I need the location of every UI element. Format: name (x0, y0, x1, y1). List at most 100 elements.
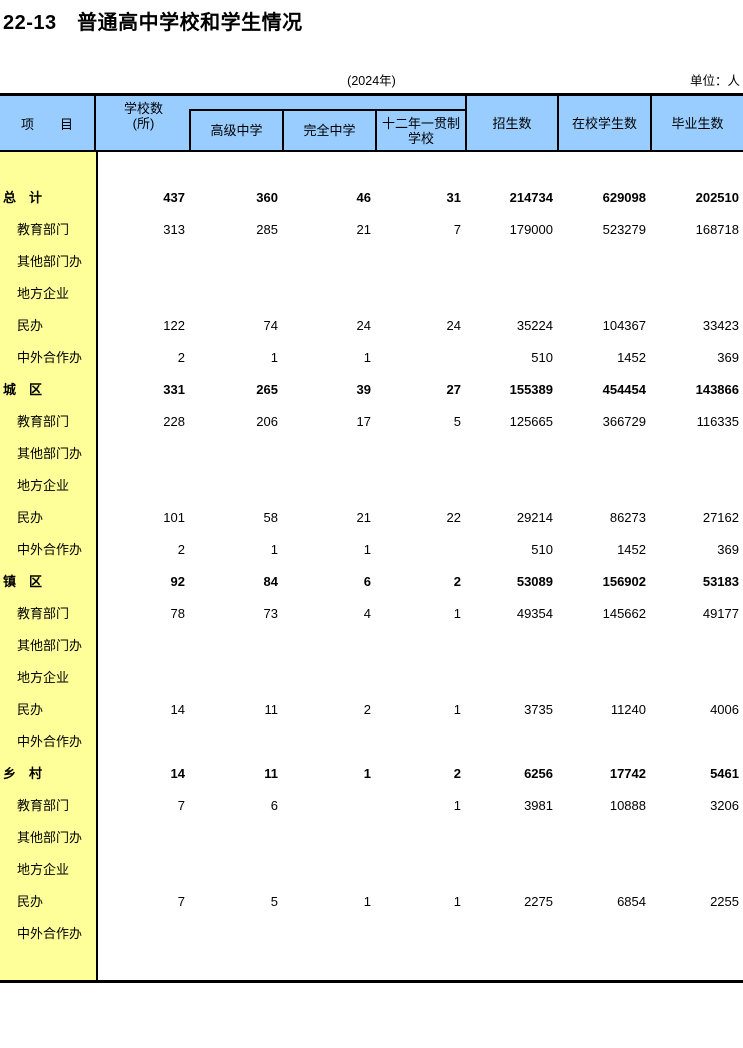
table-cell (282, 278, 375, 310)
table-cell: 35224 (516, 318, 553, 333)
table-cell (375, 438, 465, 470)
table-cell: 437 (163, 190, 185, 205)
table-cell (375, 918, 465, 950)
table-cell: 78 (170, 606, 185, 621)
row-label: 教育部门 (17, 606, 70, 621)
table-cell (465, 662, 557, 694)
table-cell: 168718 (695, 222, 739, 237)
table-cell (189, 630, 282, 662)
table-cell (282, 726, 375, 758)
table-cell (189, 854, 282, 886)
table-cell: 6854 (617, 894, 646, 909)
table-cell: 206 (256, 414, 278, 429)
table-cell (375, 278, 465, 310)
table-cell: 366729 (602, 414, 646, 429)
row-label: 镇 区 (3, 574, 43, 589)
row-label: 中外合作办 (17, 350, 83, 365)
table-cell: 156902 (602, 574, 646, 589)
row-label: 教育部门 (17, 798, 70, 813)
row-label: 其他部门办 (17, 254, 83, 269)
table-cell (557, 726, 650, 758)
row-label: 教育部门 (17, 222, 70, 237)
header-item-column: 项 目 (0, 96, 96, 150)
table-cell (282, 662, 375, 694)
table-row (98, 822, 743, 854)
header-twelve-year-line1: 十二年一贯制 (381, 115, 460, 131)
table-cell (557, 854, 650, 886)
table-row (98, 854, 743, 886)
table-cell: 3735 (524, 702, 553, 717)
table-cell: 331 (163, 382, 185, 397)
table-cell: 1 (270, 350, 278, 365)
table-cell (650, 470, 743, 502)
row-label: 中外合作办 (17, 926, 83, 941)
row-label: 地方企业 (17, 670, 70, 685)
table-cell (465, 438, 557, 470)
table-cell: 145662 (602, 606, 646, 621)
table-cell: 14 (170, 766, 185, 781)
table-cell: 2255 (710, 894, 739, 909)
row-label: 民办 (17, 318, 44, 333)
table-cell: 58 (263, 510, 278, 525)
row-label: 乡 村 (3, 766, 43, 781)
table-cell: 11 (264, 766, 278, 781)
table-row: 2 1 1 510 1452 369 (98, 342, 743, 374)
row-label: 总 计 (3, 190, 43, 205)
table-cell (282, 918, 375, 950)
table-cell: 6 (363, 574, 371, 589)
row-label: 民办 (17, 894, 44, 909)
table-cell: 7 (453, 222, 461, 237)
table-cell (189, 822, 282, 854)
table-cell (465, 822, 557, 854)
table-cell: 2 (177, 542, 185, 557)
table-cell (650, 662, 743, 694)
row-label: 地方企业 (17, 478, 70, 493)
table-cell: 2 (453, 766, 461, 781)
table-cell: 214734 (509, 190, 553, 205)
table-cell: 1 (363, 542, 371, 557)
table-cell: 5461 (710, 766, 739, 781)
row-label: 民办 (17, 510, 44, 525)
row-label: 中外合作办 (17, 542, 83, 557)
table-cell (650, 278, 743, 310)
table-cell (465, 470, 557, 502)
table-cell: 228 (163, 414, 185, 429)
table-cell (557, 918, 650, 950)
table-cell: 101 (163, 510, 185, 525)
table-cell (98, 662, 189, 694)
table-cell: 5 (270, 894, 278, 909)
table-cell (557, 822, 650, 854)
table-cell: 3981 (524, 798, 553, 813)
table-cell (650, 918, 743, 950)
table-cell (282, 854, 375, 886)
table-cell (375, 726, 465, 758)
table-row (98, 278, 743, 310)
table-cell (282, 790, 375, 822)
table-cell (375, 470, 465, 502)
header-school-count: 学校数 (所) (98, 96, 189, 150)
table-row: 14 11 2 1 3735 11240 4006 (98, 694, 743, 726)
table-row: 437 360 46 31 214734 629098 202510 (98, 182, 743, 214)
table-cell: 7 (177, 798, 185, 813)
table-cell: 21 (356, 222, 371, 237)
table-cell: 86273 (609, 510, 646, 525)
table-cell (98, 470, 189, 502)
row-label: 地方企业 (17, 862, 70, 877)
table-cell (375, 342, 465, 374)
table-cell (650, 726, 743, 758)
table-cell: 29214 (516, 510, 553, 525)
row-label: 其他部门办 (17, 446, 83, 461)
row-label: 民办 (17, 702, 44, 717)
table-cell: 3206 (710, 798, 739, 813)
table-cell: 6 (270, 798, 278, 813)
table-row: 2 1 1 510 1452 369 (98, 534, 743, 566)
table-row: 78 73 4 1 49354 145662 49177 (98, 598, 743, 630)
table-cell (98, 918, 189, 950)
table-cell: 510 (531, 350, 553, 365)
row-label: 教育部门 (17, 414, 70, 429)
table-cell: 2 (363, 702, 371, 717)
table-cell (650, 854, 743, 886)
table-cell (465, 630, 557, 662)
table-cell: 360 (256, 190, 278, 205)
table-cell: 4006 (710, 702, 739, 717)
